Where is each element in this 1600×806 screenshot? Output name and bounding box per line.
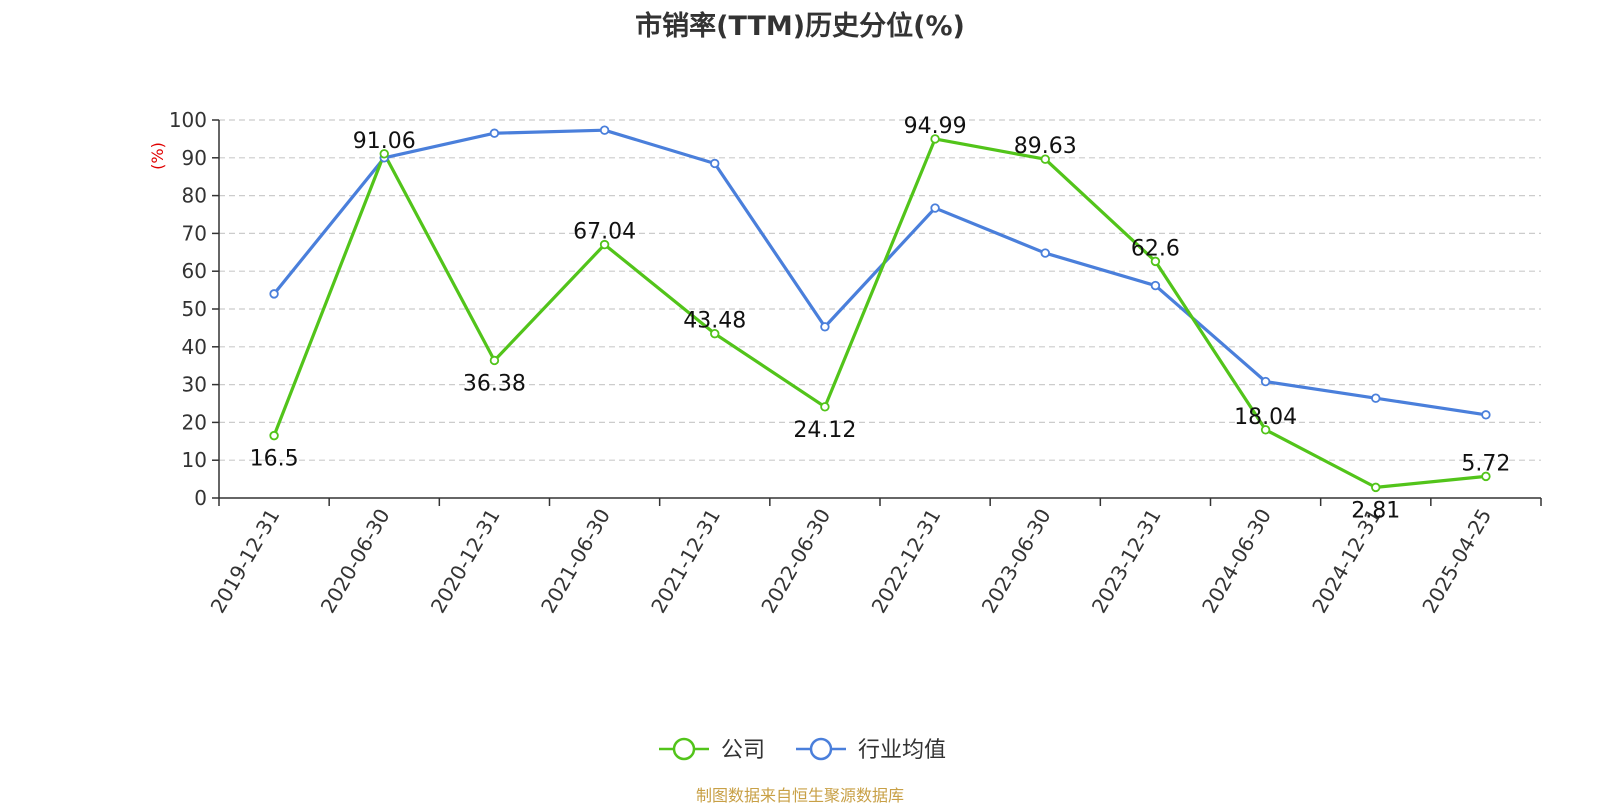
y-tick-label: 100: [169, 108, 207, 132]
x-tick-label: 2020-12-31: [426, 504, 505, 617]
x-tick-label: 2022-12-31: [867, 504, 946, 617]
y-tick-label: 40: [182, 335, 207, 359]
y-tick-label: 30: [182, 373, 207, 397]
y-tick-label: 90: [182, 146, 207, 170]
company-point: [1371, 482, 1381, 493]
company-point: [1040, 154, 1050, 164]
series-line-industry: [272, 128, 1487, 417]
y-tick-label: 60: [182, 259, 207, 283]
data-label: 67.04: [573, 220, 636, 245]
data-label: 62.6: [1131, 236, 1180, 261]
x-tick-label: 2022-06-30: [756, 505, 835, 618]
legend-company-label: 公司: [721, 738, 765, 763]
legend-industry-label: 行业均值: [858, 738, 946, 763]
series-line-company: [272, 137, 1487, 489]
industry-point: [1150, 280, 1161, 291]
y-tick-label: 0: [194, 486, 207, 510]
industry-point: [820, 322, 830, 332]
x-tick-label: 2025-04-25: [1417, 505, 1496, 618]
industry-point: [269, 289, 279, 299]
company-point: [1150, 256, 1161, 267]
data-label: 94.99: [904, 114, 967, 139]
data-label: 18.04: [1234, 405, 1297, 430]
y-tick-label: 70: [182, 221, 207, 245]
x-tick-label: 2019-12-31: [206, 505, 285, 618]
data-label: 91.06: [353, 129, 416, 154]
legend-company-marker: [672, 737, 696, 761]
company-point: [930, 134, 940, 144]
industry-point: [489, 128, 500, 138]
company-point: [710, 328, 720, 339]
x-tick-label: 2024-06-30: [1197, 505, 1276, 618]
x-tick-label: 2021-12-31: [646, 505, 725, 618]
industry-point: [1481, 410, 1491, 420]
company-point: [379, 149, 389, 159]
y-tick-label: 50: [182, 297, 207, 321]
data-label: 16.5: [250, 447, 299, 472]
company-point: [1481, 471, 1491, 482]
source-note: 制图数据来自恒生聚源数据库: [695, 786, 904, 805]
data-label: 24.12: [793, 418, 856, 443]
industry-point: [930, 203, 940, 213]
x-tick-label: 2021-06-30: [536, 505, 615, 618]
data-label: 5.72: [1461, 451, 1510, 476]
legend-industry-marker: [809, 737, 833, 761]
company-point: [820, 402, 830, 412]
industry-point: [1040, 248, 1050, 258]
y-tick-label: 20: [182, 410, 207, 434]
industry-point: [1371, 393, 1381, 403]
industry-point: [599, 125, 610, 135]
data-label: 2.81: [1351, 498, 1400, 523]
company-point: [489, 355, 500, 366]
y-axis-label: (%): [148, 142, 167, 170]
x-tick-label: 2020-06-30: [316, 505, 395, 618]
data-label: 36.38: [463, 371, 526, 396]
data-label: 89.63: [1014, 134, 1077, 159]
chart-title: 市销率(TTM)历史分位(%): [635, 11, 965, 42]
industry-point: [1260, 376, 1271, 387]
company-point: [1260, 425, 1271, 435]
y-tick-label: 80: [182, 184, 207, 208]
industry-point: [710, 158, 720, 169]
company-point: [599, 239, 610, 250]
x-tick-label: 2023-06-30: [977, 505, 1056, 618]
company-point: [269, 430, 279, 441]
x-tick-label: 2023-12-31: [1087, 505, 1166, 618]
data-label: 43.48: [683, 309, 746, 334]
y-tick-label: 10: [182, 448, 207, 472]
